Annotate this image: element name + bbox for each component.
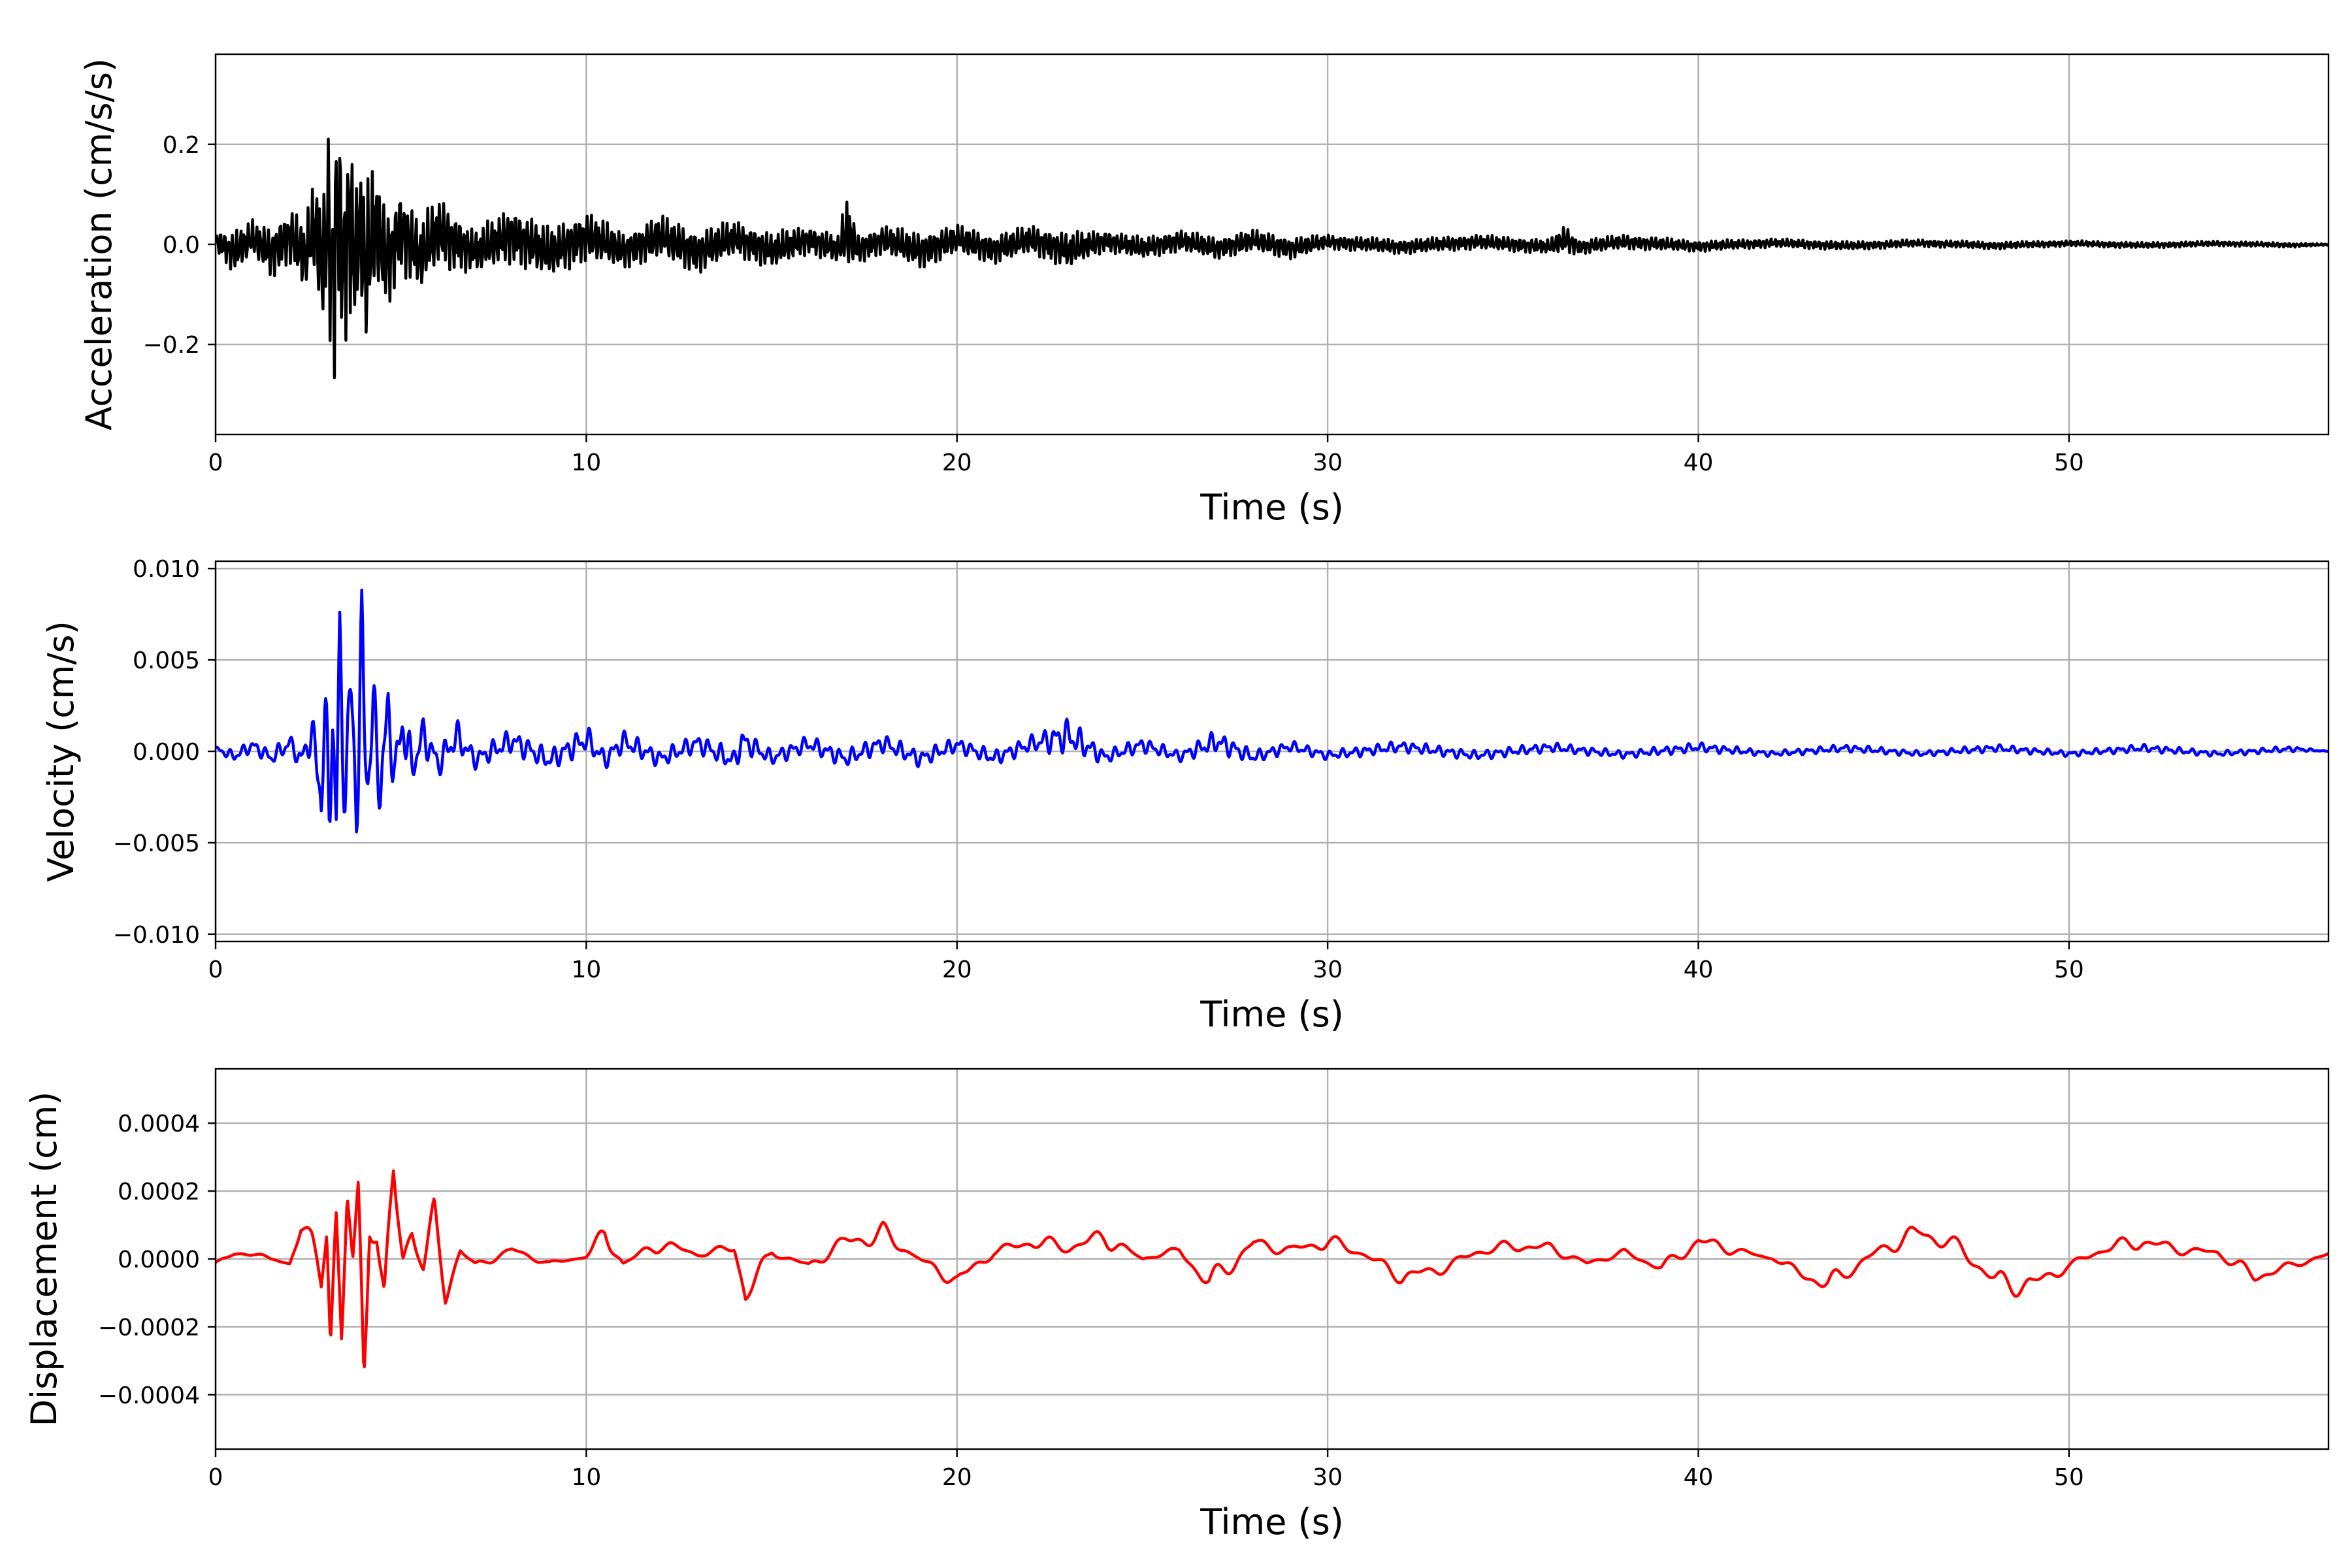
velocity-ytick-label: 0.005 bbox=[133, 647, 200, 674]
acceleration-ytick-label: 0.2 bbox=[163, 132, 200, 159]
acceleration-ylabel: Acceleration (cm/s/s) bbox=[78, 58, 120, 431]
displacement-xtick-label: 40 bbox=[1684, 1464, 1714, 1491]
displacement-xtick-label: 10 bbox=[571, 1464, 601, 1491]
velocity-panel: 0 10 20 30 40 50 −0.010 −0.005 0.000 0.005 0.010 Ti… bbox=[41, 556, 2330, 1035]
acceleration-xtick-label: 10 bbox=[571, 449, 601, 476]
velocity-xtick-label: 30 bbox=[1313, 956, 1343, 983]
displacement-ytick-label: −0.0004 bbox=[98, 1382, 200, 1409]
displacement-xtick-label: 50 bbox=[2054, 1464, 2084, 1491]
acceleration-ytick-label: 0.0 bbox=[163, 232, 200, 259]
acceleration-xtick-label: 40 bbox=[1684, 449, 1714, 476]
velocity-grid bbox=[214, 561, 2328, 941]
displacement-xtick-label: 20 bbox=[942, 1464, 972, 1491]
acceleration-series-line bbox=[216, 137, 2328, 380]
velocity-series-line bbox=[216, 589, 2328, 834]
velocity-ytick-label: 0.000 bbox=[133, 739, 200, 766]
acceleration-xlabel: Time (s) bbox=[1200, 487, 1344, 528]
acceleration-ytick-label: −0.2 bbox=[143, 332, 200, 359]
acceleration-xtick-label: 30 bbox=[1313, 449, 1343, 476]
displacement-panel: 0 10 20 30 40 50 −0.0004 −0.0002 0.0000 0.0002 0.0… bbox=[24, 1068, 2330, 1543]
velocity-ytick-label: −0.005 bbox=[113, 830, 200, 857]
velocity-xtick-label: 0 bbox=[208, 956, 223, 983]
displacement-ytick-label: −0.0002 bbox=[98, 1315, 200, 1341]
displacement-ytick-label: 0.0002 bbox=[118, 1179, 200, 1205]
displacement-ytick-label: 0.0000 bbox=[118, 1247, 200, 1273]
velocity-xlabel: Time (s) bbox=[1200, 994, 1344, 1035]
velocity-ytick-label: −0.010 bbox=[113, 922, 200, 949]
velocity-xtick-label: 10 bbox=[571, 956, 601, 983]
displacement-xlabel: Time (s) bbox=[1200, 1501, 1344, 1543]
acceleration-xtick-label: 50 bbox=[2054, 449, 2084, 476]
displacement-xtick-label: 30 bbox=[1313, 1464, 1343, 1491]
subplots: 0 10 20 30 40 50 −0.2 0.0 0.2 Time (s) Acceleratio… bbox=[24, 53, 2330, 1543]
acceleration-panel: 0 10 20 30 40 50 −0.2 0.0 0.2 Time (s) Acceleratio… bbox=[78, 53, 2330, 528]
displacement-series-line bbox=[216, 1169, 2328, 1369]
displacement-grid bbox=[214, 1069, 2328, 1449]
acceleration-xtick-label: 0 bbox=[208, 449, 223, 476]
velocity-ylabel: Velocity (cm/s) bbox=[41, 621, 82, 882]
acceleration-xtick-label: 20 bbox=[942, 449, 972, 476]
displacement-xtick-label: 0 bbox=[208, 1464, 223, 1491]
velocity-xtick-label: 20 bbox=[942, 956, 972, 983]
velocity-xtick-label: 40 bbox=[1684, 956, 1714, 983]
velocity-xtick-label: 50 bbox=[2054, 956, 2084, 983]
displacement-ytick-label: 0.0004 bbox=[118, 1111, 200, 1137]
velocity-ytick-label: 0.010 bbox=[133, 556, 200, 583]
displacement-ylabel: Displacement (cm) bbox=[24, 1092, 65, 1427]
